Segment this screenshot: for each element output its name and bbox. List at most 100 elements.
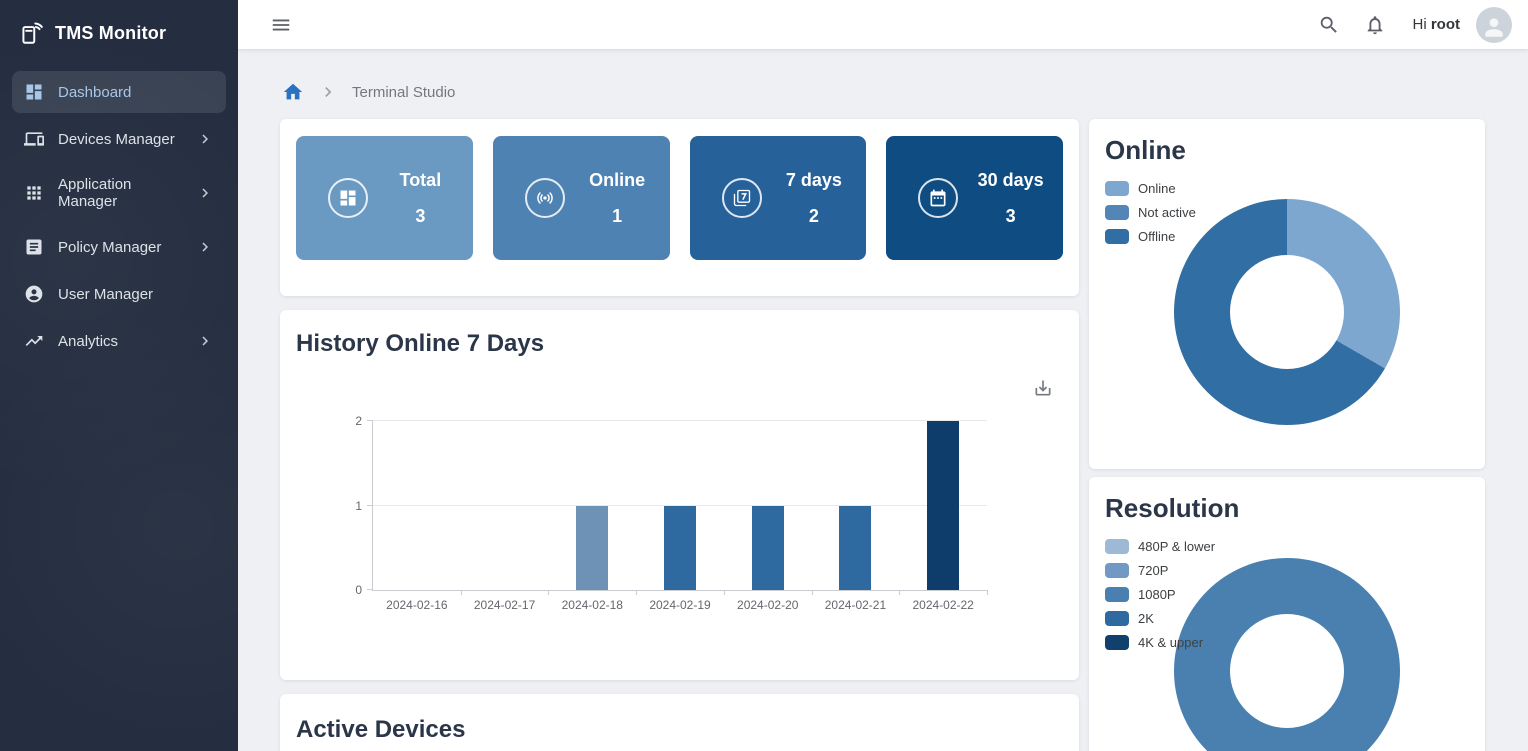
legend-swatch: [1105, 634, 1129, 650]
legend-item: 4K & upper: [1105, 630, 1485, 654]
legend-swatch: [1105, 586, 1129, 602]
legend-label: Offline: [1138, 228, 1176, 244]
stat-card-7-days: 7 days 2: [689, 136, 867, 260]
stat-text: Total 3: [386, 170, 473, 227]
sidebar-item-user-manager[interactable]: User Manager: [12, 273, 226, 315]
dashboard-icon: [24, 82, 44, 102]
resolution-donut-chart: [1174, 558, 1400, 751]
online-donut-chart: [1174, 199, 1400, 425]
legend-item: Offline: [1105, 224, 1485, 248]
legend-label: 2K: [1138, 610, 1154, 626]
chevron-right-icon: [196, 238, 214, 256]
filter-7-icon: [721, 178, 762, 218]
tms-terminal-logo-icon: [18, 20, 44, 46]
stat-text: 7 days 2: [780, 170, 867, 227]
resolution-card-title: Resolution: [1105, 493, 1240, 523]
stat-label: 7 days: [785, 169, 842, 190]
stat-text: 30 days 3: [976, 170, 1063, 227]
chevron-right-icon: [196, 130, 214, 148]
stat-card-online: Online 1: [492, 136, 670, 260]
home-icon[interactable]: [282, 81, 304, 103]
page-content: Terminal Studio Total 3: [238, 49, 1528, 751]
legend-label: 720P: [1138, 562, 1169, 578]
legend-swatch: [1105, 228, 1129, 244]
dashboard-grid: Total 3: [280, 119, 1485, 751]
trending-up-icon: [24, 331, 44, 351]
active-devices-title: Active Devices: [296, 716, 466, 743]
stat-label: Online: [589, 169, 646, 190]
legend-item: Not active: [1105, 200, 1485, 224]
right-column: Online Online Not active: [1089, 119, 1485, 751]
history-online-card: History Online 7 Days 0 1 2 2024-02-16 2024-…: [280, 310, 1079, 680]
legend-swatch: [1105, 562, 1129, 578]
history-card-title: History Online 7 Days: [296, 330, 545, 357]
legend-item: 480P & lower: [1105, 534, 1485, 558]
bar-column: 2024-02-19: [636, 421, 725, 612]
download-icon[interactable]: [1029, 374, 1057, 402]
topbar: Hi root: [238, 0, 1528, 49]
sidebar: TMS Monitor Dashboard Devices Manager: [0, 0, 238, 751]
notifications-bell-icon[interactable]: [1360, 10, 1390, 40]
legend-swatch: [1105, 538, 1129, 554]
active-devices-card: Active Devices: [280, 694, 1079, 751]
legend-swatch: [1105, 610, 1129, 626]
legend-item: Online: [1105, 176, 1485, 200]
sidebar-item-devices-manager[interactable]: Devices Manager: [12, 118, 226, 160]
bar-column: 2024-02-17: [461, 421, 550, 612]
user-avatar[interactable]: [1476, 6, 1512, 43]
left-column: Total 3: [280, 119, 1079, 751]
resolution-legend: 480P & lower 720P 1080P: [1105, 534, 1485, 654]
stat-card-30-days: 30 days 3: [886, 136, 1063, 260]
menu-toggle-button[interactable]: [266, 10, 296, 40]
bar-column: 2024-02-18: [548, 421, 637, 612]
search-icon[interactable]: [1314, 10, 1344, 40]
legend-item: 1080P: [1105, 582, 1485, 606]
bar-column: 2024-02-16: [373, 421, 462, 612]
sidebar-item-label: Application Manager: [58, 176, 132, 210]
app-title: TMS Monitor: [55, 22, 167, 43]
sidebar-item-label: User Manager: [58, 285, 154, 303]
brand: TMS Monitor: [0, 0, 238, 66]
resolution-card: Resolution 480P & lower 720P: [1089, 477, 1485, 751]
username: root: [1430, 16, 1460, 33]
sidebar-item-analytics[interactable]: Analytics: [12, 320, 226, 362]
stats-summary-card: Total 3: [280, 119, 1079, 296]
greeting-text: Hi root: [1412, 16, 1460, 33]
greeting-hi: Hi: [1412, 16, 1427, 33]
stat-value: 2: [808, 205, 819, 226]
sidebar-item-dashboard[interactable]: Dashboard: [12, 71, 226, 113]
stat-text: Online 1: [583, 170, 670, 227]
calendar-icon: [918, 178, 959, 218]
bar-column: 2024-02-21: [812, 421, 901, 612]
sidebar-item-label: Devices Manager: [58, 130, 175, 148]
legend-swatch: [1105, 180, 1129, 196]
bar-column: 2024-02-20: [724, 421, 813, 612]
total-dashboard-icon: [328, 178, 368, 218]
sidebar-item-label: Policy Manager: [58, 238, 162, 256]
online-legend: Online Not active Offline: [1105, 176, 1485, 248]
online-status-card: Online Online Not active: [1089, 119, 1485, 469]
legend-item: 2K: [1105, 606, 1485, 630]
online-card-title: Online: [1105, 135, 1186, 165]
stat-label: 30 days: [977, 169, 1044, 190]
online-broadcast-icon: [524, 178, 565, 218]
user-account-icon: [24, 284, 44, 304]
history-bar-chart: 0 1 2 2024-02-16 2024-02-17 2024-02-18 2024-02…: [355, 414, 988, 612]
chevron-right-icon: [196, 332, 214, 350]
sidebar-item-application-manager[interactable]: Application Manager: [12, 165, 226, 221]
apps-icon: [24, 183, 44, 203]
legend-item: 720P: [1105, 558, 1485, 582]
breadcrumb-current: Terminal Studio: [352, 83, 456, 101]
chevron-right-icon: [318, 82, 338, 102]
topbar-actions: Hi root: [1314, 6, 1512, 43]
legend-swatch: [1105, 204, 1129, 220]
sidebar-item-policy-manager[interactable]: Policy Manager: [12, 226, 226, 268]
sidebar-nav: Dashboard Devices Manager Application Ma…: [0, 71, 238, 362]
sidebar-item-label: Analytics: [58, 332, 119, 350]
stat-card-total: Total 3: [296, 136, 473, 260]
bar-column: 2024-02-22: [899, 421, 988, 612]
legend-label: 480P & lower: [1138, 538, 1216, 554]
main-area: Hi root Terminal Studio: [238, 0, 1528, 751]
stat-value: 3: [415, 205, 426, 226]
